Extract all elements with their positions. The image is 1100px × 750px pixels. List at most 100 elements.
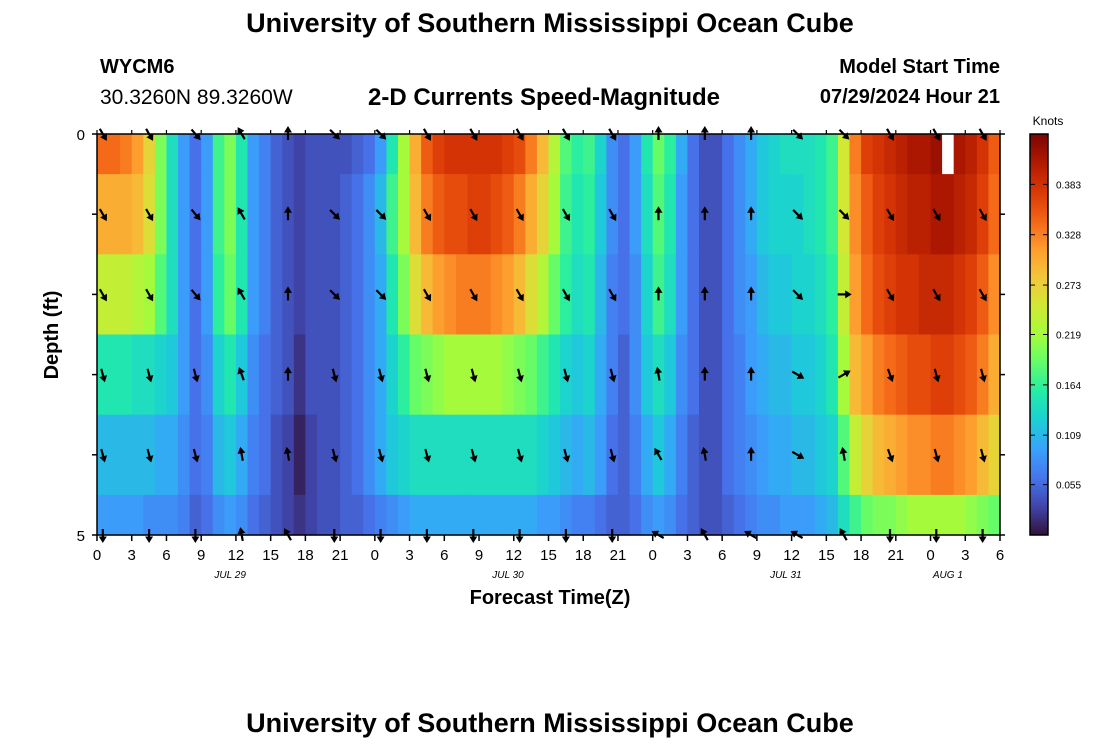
date-label: JUL 30 xyxy=(491,570,524,581)
heatmap-cell xyxy=(976,494,990,536)
heatmap-cell xyxy=(849,494,862,536)
heatmap-cell xyxy=(432,254,445,336)
heatmap-cell xyxy=(398,494,411,536)
current-vector-arrow xyxy=(791,450,805,460)
heatmap-cell xyxy=(733,414,746,496)
heatmap-cell xyxy=(212,414,225,496)
heatmap-cell xyxy=(178,174,191,255)
heatmap-cell xyxy=(617,494,631,536)
x-tick-label: 15 xyxy=(818,547,835,564)
heatmap-cell xyxy=(803,414,816,496)
heatmap-cell xyxy=(814,334,827,416)
heatmap-cell xyxy=(270,494,283,536)
current-vector-arrow xyxy=(191,529,200,543)
y-tick-label: 5 xyxy=(77,528,85,545)
current-vector-arrow xyxy=(98,529,107,543)
heatmap-cell xyxy=(606,134,619,175)
heatmap-cell xyxy=(293,334,306,416)
heatmap-cell xyxy=(699,494,712,536)
x-tick-label: 18 xyxy=(297,547,314,564)
heatmap-cell xyxy=(432,414,445,496)
heatmap-cell xyxy=(398,334,411,416)
heatmap-cell xyxy=(780,334,793,416)
heatmap-cell xyxy=(768,174,781,255)
current-vector-arrow xyxy=(700,286,709,301)
current-vector-arrow xyxy=(838,209,850,220)
heatmap-cell xyxy=(965,494,978,536)
heatmap-cell xyxy=(791,134,804,175)
heatmap-cell xyxy=(108,334,121,416)
current-vector-arrow xyxy=(886,529,894,543)
heatmap-cell xyxy=(316,254,330,336)
heatmap-cell xyxy=(629,254,642,336)
current-vector-arrow xyxy=(886,368,895,383)
heatmap-cell xyxy=(178,334,191,416)
heatmap-cell xyxy=(201,494,214,536)
heatmap-cell xyxy=(687,414,700,496)
current-vector-arrow xyxy=(98,288,108,302)
heatmap-cell xyxy=(316,134,330,175)
heatmap-cell xyxy=(536,134,550,175)
heatmap-cell xyxy=(814,174,827,255)
heatmap-cell xyxy=(826,494,839,536)
currents-heatmap-chart: 0 3 6 9 12 15 18 21 0 3 6 9 12 15 18 21 0 3 6 9 12 15 18 21 0 3 6 … xyxy=(41,114,1081,609)
heatmap-cell xyxy=(536,254,550,336)
current-vector-arrow xyxy=(700,366,709,381)
heatmap-cell xyxy=(305,174,318,255)
current-vector-arrow xyxy=(886,128,895,141)
heatmap-cell xyxy=(594,174,607,255)
heatmap-cell xyxy=(756,334,770,416)
colorbar-tick-label: 0.383 xyxy=(1056,180,1081,191)
current-vector-arrow xyxy=(99,448,108,463)
heatmap-cell xyxy=(756,414,770,496)
heatmap-cell xyxy=(664,254,677,336)
heatmap-cell xyxy=(108,174,121,255)
heatmap-cell xyxy=(780,414,793,496)
heatmap-cell xyxy=(849,174,862,255)
heatmap-cell xyxy=(560,494,573,536)
current-vector-arrow xyxy=(330,368,339,383)
heatmap-cell xyxy=(953,494,966,536)
heatmap-cell xyxy=(432,494,445,536)
heatmap-cell xyxy=(907,254,920,336)
heatmap-cell xyxy=(421,134,434,175)
heatmap-cell xyxy=(664,134,677,175)
x-tick-label: 12 xyxy=(783,547,800,564)
heatmap-cell xyxy=(687,334,700,416)
heatmap-cell xyxy=(154,334,168,416)
heatmap-cell xyxy=(803,254,816,336)
heatmap-cell xyxy=(594,414,607,496)
heatmap-cell xyxy=(872,494,885,536)
heatmap-cell xyxy=(386,494,399,536)
heatmap-cell xyxy=(768,414,781,496)
heatmap-cell xyxy=(212,334,225,416)
heatmap-cell xyxy=(490,414,503,496)
current-vector-arrow xyxy=(422,128,432,141)
current-vector-arrow xyxy=(654,366,663,381)
current-vector-arrow xyxy=(516,448,524,463)
heatmap-cell xyxy=(154,494,168,536)
current-vector-arrow xyxy=(145,208,154,222)
heatmap-cell xyxy=(641,174,654,255)
current-vector-arrow xyxy=(237,127,246,140)
heatmap-cell xyxy=(328,494,341,536)
heatmap-cell xyxy=(351,334,364,416)
heatmap-cell xyxy=(861,414,874,496)
heatmap-cell xyxy=(710,414,723,496)
current-vector-arrow xyxy=(284,206,292,221)
current-vector-arrow xyxy=(932,529,941,543)
heatmap-cell xyxy=(571,254,584,336)
heatmap-cell xyxy=(502,174,515,255)
station-id: WYCM6 xyxy=(100,56,175,78)
heatmap-cell xyxy=(722,334,735,416)
current-vector-arrow xyxy=(561,529,570,543)
heatmap-cell xyxy=(641,414,654,496)
heatmap-cell xyxy=(444,134,457,175)
heatmap-cell xyxy=(282,134,295,175)
x-tick-label: 0 xyxy=(371,547,379,564)
current-vector-arrow xyxy=(747,126,756,140)
current-vector-arrow xyxy=(329,209,340,220)
heatmap-cell xyxy=(479,494,492,536)
heatmap-cell xyxy=(768,254,781,336)
heatmap-cell xyxy=(664,334,677,416)
